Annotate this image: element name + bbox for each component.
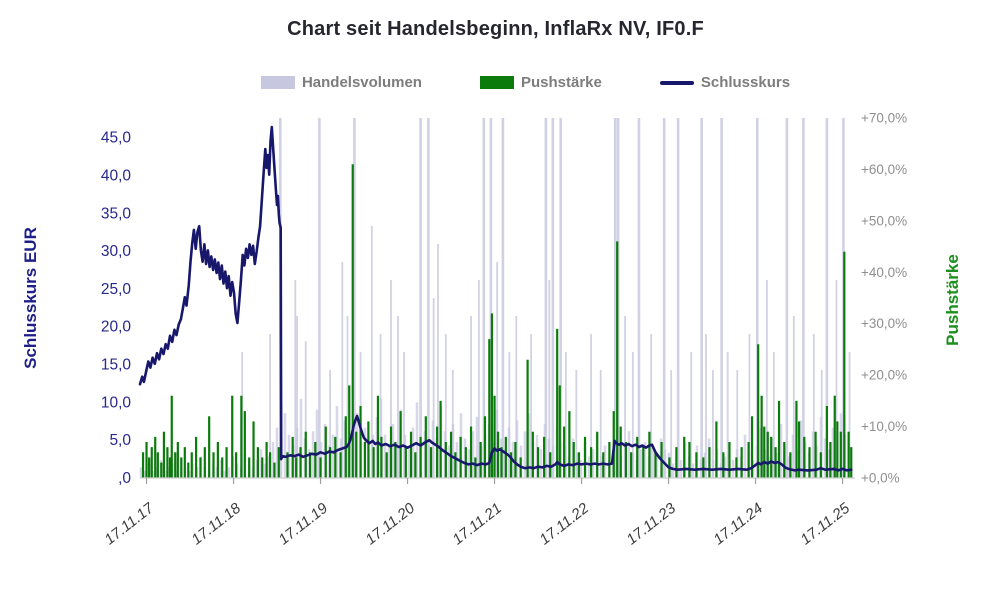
x-tick-label: 17.11.17 <box>101 499 157 548</box>
x-tick-label: 17.11.23 <box>623 499 679 548</box>
right-tick-label: +50,0% <box>861 213 907 228</box>
left-tick-label: 10,0 <box>101 394 132 411</box>
x-tick-label: 17.11.20 <box>362 499 418 548</box>
x-tick-label: 17.11.25 <box>797 499 853 548</box>
right-axis-tick-labels: +0,0% +10,0% +20,0% +30,0% +40,0% +50,0% +60,0… <box>861 111 907 486</box>
legend: Handelsvolumen Pushstärke Schlusskurs <box>30 74 991 91</box>
volume-swatch-icon <box>260 76 295 89</box>
left-tick-label: 45,0 <box>101 130 132 147</box>
right-tick-label: +20,0% <box>861 368 907 383</box>
x-tick-label: 17.11.24 <box>710 500 766 549</box>
x-tick-label: 17.11.22 <box>536 499 592 548</box>
legend-label: Pushstärke <box>520 74 602 91</box>
legend-item-pushstaerke: Pushstärke <box>479 74 602 91</box>
right-tick-label: +0,0% <box>861 471 900 486</box>
left-tick-label: 5,0 <box>109 432 131 449</box>
left-tick-label: 20,0 <box>101 319 132 336</box>
left-tick-label: 25,0 <box>101 281 132 298</box>
right-tick-label: +10,0% <box>861 419 907 434</box>
x-tick-label: 17.11.19 <box>275 499 331 548</box>
left-axis-title: Schlusskurs EUR <box>21 227 40 369</box>
left-tick-label: 15,0 <box>101 357 132 374</box>
left-tick-label: ,0 <box>118 470 131 487</box>
right-tick-label: +40,0% <box>861 265 907 280</box>
left-tick-label: 40,0 <box>101 167 132 184</box>
right-axis-title: Pushstärke <box>943 254 962 346</box>
price-line-swatch-icon <box>659 80 694 85</box>
legend-label: Handelsvolumen <box>301 74 422 91</box>
left-tick-label: 35,0 <box>101 205 132 222</box>
x-tick-label: 17.11.21 <box>449 500 505 549</box>
legend-item-handelsvolumen: Handelsvolumen <box>260 74 422 91</box>
push-swatch-icon <box>479 76 514 89</box>
push-bars <box>141 164 853 479</box>
left-tick-label: 30,0 <box>101 243 132 260</box>
x-axis: 17.11.17 17.11.18 17.11.19 17.11.20 17.11.21… <box>101 477 855 549</box>
right-tick-label: +30,0% <box>861 316 907 331</box>
price-line <box>138 125 853 472</box>
right-tick-label: +60,0% <box>861 162 907 177</box>
chart-title: Chart seit Handelsbeginn, InflaRx NV, IF… <box>287 18 704 40</box>
legend-item-schlusskurs: Schlusskurs <box>659 74 791 91</box>
volume-spike-bars <box>241 118 851 478</box>
x-tick-label: 17.11.18 <box>188 499 244 548</box>
right-tick-label: +70,0% <box>861 111 907 126</box>
legend-label: Schlusskurs <box>700 74 791 91</box>
left-axis-tick-labels: ,0 5,0 10,0 15,0 20,0 25,0 30,0 35,0 40,0 45,0 <box>101 130 132 487</box>
